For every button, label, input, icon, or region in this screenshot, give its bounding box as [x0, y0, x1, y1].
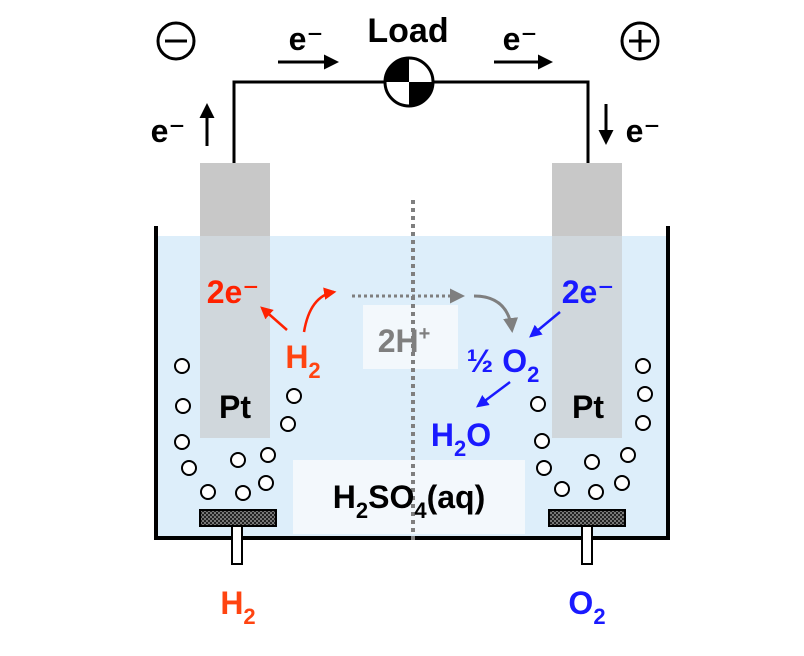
electron-label-top-left: e⁻	[289, 21, 324, 57]
anode-inlet-tube	[231, 525, 243, 565]
circuit-wire	[232, 80, 590, 163]
cathode-electrode-label: Pt	[572, 389, 604, 425]
oxygen-inlet-label: O2	[568, 585, 605, 629]
circled-minus-icon	[156, 21, 196, 61]
load-label: Load	[367, 12, 448, 50]
hydrogen-inlet-label: H2	[220, 585, 255, 629]
electron-label-top-right: e⁻	[503, 21, 538, 57]
anode-proton-arrow	[302, 287, 337, 333]
anode-electrode	[200, 236, 270, 438]
cathode-product-label: H2O	[431, 417, 491, 461]
anode-bubbles	[174, 358, 302, 501]
anode-electron-label: 2e⁻	[207, 274, 259, 310]
electron-label-left: e⁻	[151, 113, 186, 149]
proton-label-bg	[363, 305, 458, 369]
electron-label-right: e⁻	[626, 113, 661, 149]
electrolyte-label-bg	[293, 460, 525, 534]
proton-curve-arrow	[473, 294, 519, 333]
cathode-electrode	[552, 236, 622, 438]
anode-electron-arrow	[260, 306, 288, 331]
anode-reactant-label: H2	[285, 339, 320, 383]
anode-gas-diffuser	[199, 509, 277, 527]
circled-plus-icon	[620, 21, 660, 61]
proton-label: 2H+	[378, 323, 431, 359]
anode-electrode-top	[200, 163, 270, 236]
cathode-electrode-top	[552, 163, 622, 236]
cathode-inlet-tube	[581, 525, 593, 565]
cathode-electron-arrow	[529, 311, 561, 338]
cathode-bubbles	[530, 358, 653, 500]
cathode-water-arrow	[476, 381, 511, 408]
anode-electrode-label: Pt	[219, 389, 251, 425]
electrolyte-label: H2SO4(aq)	[333, 479, 486, 523]
load-symbol-icon	[383, 56, 435, 108]
cathode-electron-label: 2e⁻	[562, 274, 614, 310]
cathode-gas-diffuser	[548, 509, 626, 527]
cathode-reactant-label: ½ O2	[467, 343, 540, 387]
